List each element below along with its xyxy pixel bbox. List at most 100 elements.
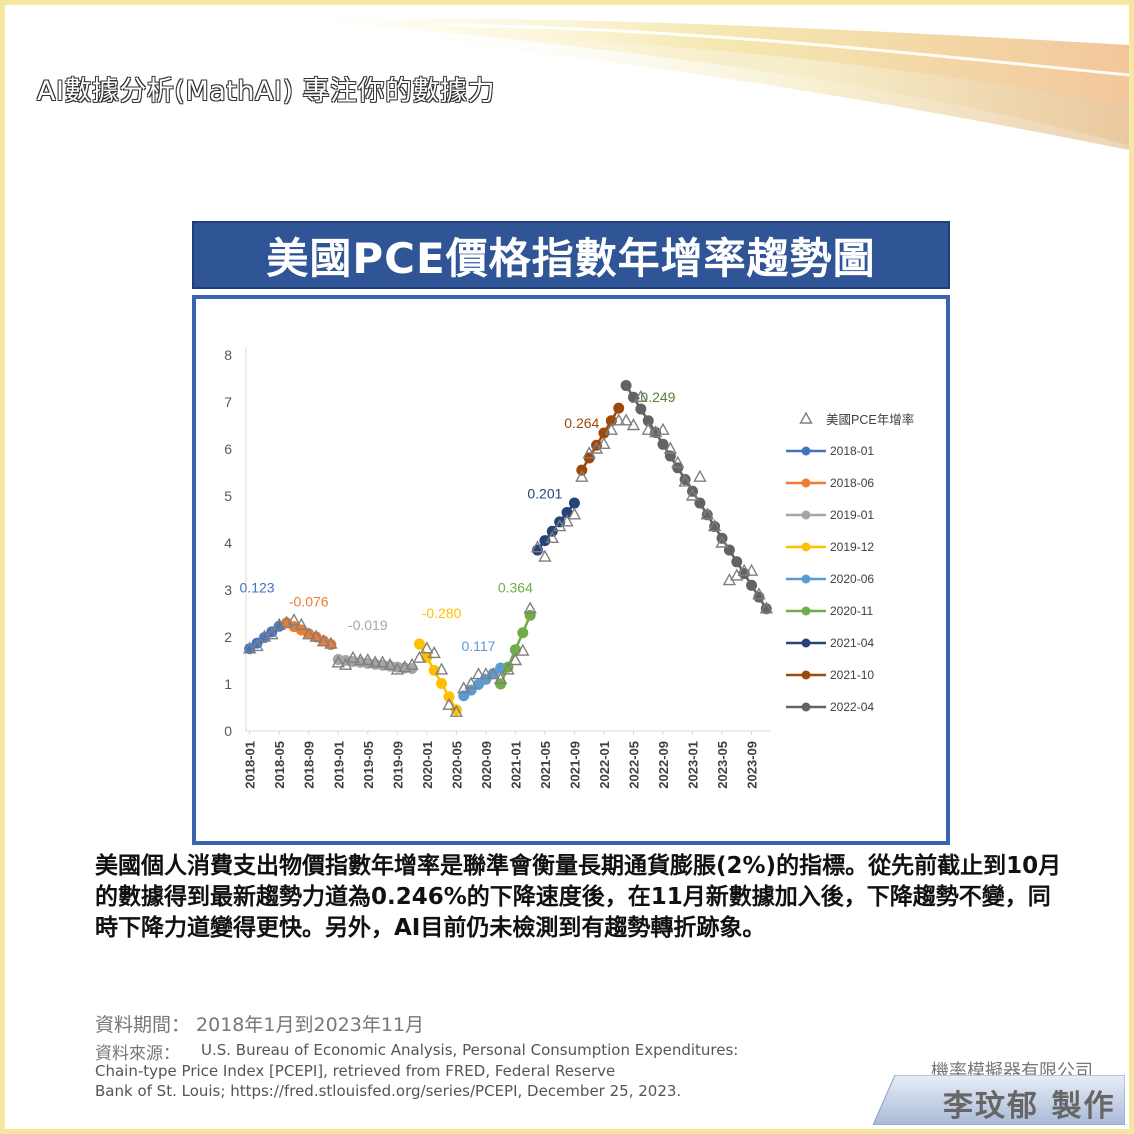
- x-tick-label: 2021-01: [508, 741, 523, 789]
- actual-point: [493, 671, 508, 684]
- trend-point-2021-10: [598, 427, 610, 439]
- legend-label: 2018-06: [830, 476, 874, 490]
- actual-point: [302, 627, 316, 640]
- actual-point: [656, 422, 670, 435]
- actual-point: [523, 601, 537, 614]
- legend: 美國PCE年增率 2018-01 2018-06 2019-01 2019-12 2020…: [786, 411, 914, 714]
- source-line-2: Chain-type Price Index [PCEPI], retrieve…: [95, 1062, 616, 1080]
- actual-point: [641, 422, 655, 435]
- x-tick-label: 2023-09: [745, 741, 760, 789]
- actual-point: [759, 601, 773, 614]
- y-tick-label: 7: [224, 394, 232, 410]
- actual-point: [479, 667, 493, 680]
- x-tick-label: 2019-01: [331, 741, 346, 789]
- legend-label: 2020-06: [830, 572, 874, 586]
- actual-point: [707, 519, 722, 532]
- legend-marker: [801, 478, 811, 488]
- actual-point: [508, 653, 523, 666]
- legend-label: 2019-12: [830, 540, 874, 554]
- actual-point: [346, 650, 360, 663]
- actual-point: [361, 653, 375, 666]
- slope-label: 0.123: [240, 579, 275, 595]
- author-banner: [873, 1075, 1125, 1125]
- trend-point-2021-04: [568, 497, 580, 509]
- x-tick-label: 2018-05: [272, 741, 287, 789]
- legend-marker: [801, 542, 811, 552]
- actual-point: [412, 650, 427, 663]
- legend-label: 2022-04: [830, 700, 874, 714]
- pce-trend-chart: 0 1 2 3 4 5 6 7 8 2018-01 2018-05 2018-09 2019-01 201…: [224, 347, 914, 789]
- actual-point: [752, 587, 766, 600]
- chart-title: 美國PCE價格指數年增率趨勢圖: [192, 221, 950, 289]
- slope-label: 0.264: [564, 415, 599, 431]
- actual-point: [545, 530, 559, 544]
- source-line-3: Bank of St. Louis; https://fred.stlouisf…: [95, 1082, 682, 1100]
- y-tick-label: 4: [224, 535, 232, 551]
- x-tick-label: 2020-09: [479, 741, 494, 789]
- actual-point: [471, 667, 486, 680]
- actual-point: [353, 653, 368, 666]
- x-tick-label: 2018-01: [243, 741, 258, 789]
- y-tick-label: 5: [224, 488, 232, 504]
- x-tick-label: 2020-01: [420, 741, 435, 789]
- x-tick-label: 2022-09: [656, 741, 671, 789]
- trend-point-2022-04: [709, 521, 721, 533]
- source-line-1: U.S. Bureau of Economic Analysis, Person…: [201, 1041, 739, 1059]
- actual-point: [567, 507, 582, 520]
- actual-point: [331, 655, 345, 668]
- actual-point: [700, 507, 714, 520]
- actual-point: [427, 645, 441, 659]
- actual-point: [324, 636, 338, 649]
- actual-point: [486, 667, 500, 680]
- actual-point: [737, 563, 751, 576]
- actual-point: [287, 613, 301, 626]
- actual-point: [626, 418, 641, 431]
- actual-point: [744, 563, 759, 576]
- y-tick-label: 1: [224, 676, 232, 692]
- header-swoosh: [285, 18, 1129, 150]
- x-tick-label: 2019-09: [390, 741, 405, 789]
- y-tick-label: 2: [224, 629, 232, 645]
- x-tick-label: 2022-01: [597, 741, 612, 789]
- trend-point-2022-04: [746, 579, 758, 591]
- trend-point-2021-04: [561, 506, 573, 518]
- legend-label: 2021-04: [830, 636, 874, 650]
- legend-label: 2018-01: [830, 444, 874, 458]
- actual-point: [434, 662, 449, 675]
- description-text: 美國個人消費支出物價指數年增率是聯準會衡量長期通貨膨脹(2%)的指標。從先前截止…: [95, 853, 1062, 941]
- actual-point: [250, 638, 264, 652]
- actual-point: [612, 413, 626, 426]
- data-period: 資料期間： 2018年1月到2023年11月: [95, 1014, 425, 1036]
- trend-point-2020-11: [524, 609, 536, 621]
- actual-point: [375, 655, 390, 668]
- trend-point-2019-12: [443, 691, 455, 703]
- legend-label: 2020-11: [830, 604, 873, 618]
- actual-point: [464, 676, 478, 689]
- slope-label: -0.280: [422, 605, 462, 621]
- actual-point: [405, 657, 419, 670]
- legend-label: 美國PCE年增率: [826, 412, 914, 427]
- actual-point: [604, 422, 619, 435]
- x-tick-label: 2023-01: [686, 741, 701, 789]
- y-tick-label: 8: [224, 347, 232, 363]
- trend-point-2022-04: [620, 380, 632, 392]
- slope-label: -0.249: [636, 389, 676, 405]
- legend-marker-actual: [799, 411, 813, 424]
- legend-marker: [801, 606, 811, 616]
- trend-point-2022-04: [642, 415, 654, 427]
- actual-point: [671, 455, 685, 468]
- actual-point: [530, 540, 545, 553]
- trend-point-2022-04: [694, 497, 706, 509]
- actual-point: [265, 627, 279, 640]
- author-credit: 李玟郁 製作: [943, 1089, 1116, 1124]
- source-continued: Chain-type Price Index [PCEPI], retrieve…: [95, 1061, 795, 1101]
- actual-point: [383, 657, 397, 670]
- legend-marker: [801, 670, 811, 680]
- actual-point: [309, 629, 323, 642]
- legend-marker: [801, 574, 811, 584]
- actual-point: [449, 704, 464, 717]
- trend-point-2022-04: [657, 438, 669, 450]
- actual-point: [538, 549, 552, 562]
- y-tick-label: 6: [224, 441, 232, 457]
- slope-label: 0.117: [461, 638, 495, 654]
